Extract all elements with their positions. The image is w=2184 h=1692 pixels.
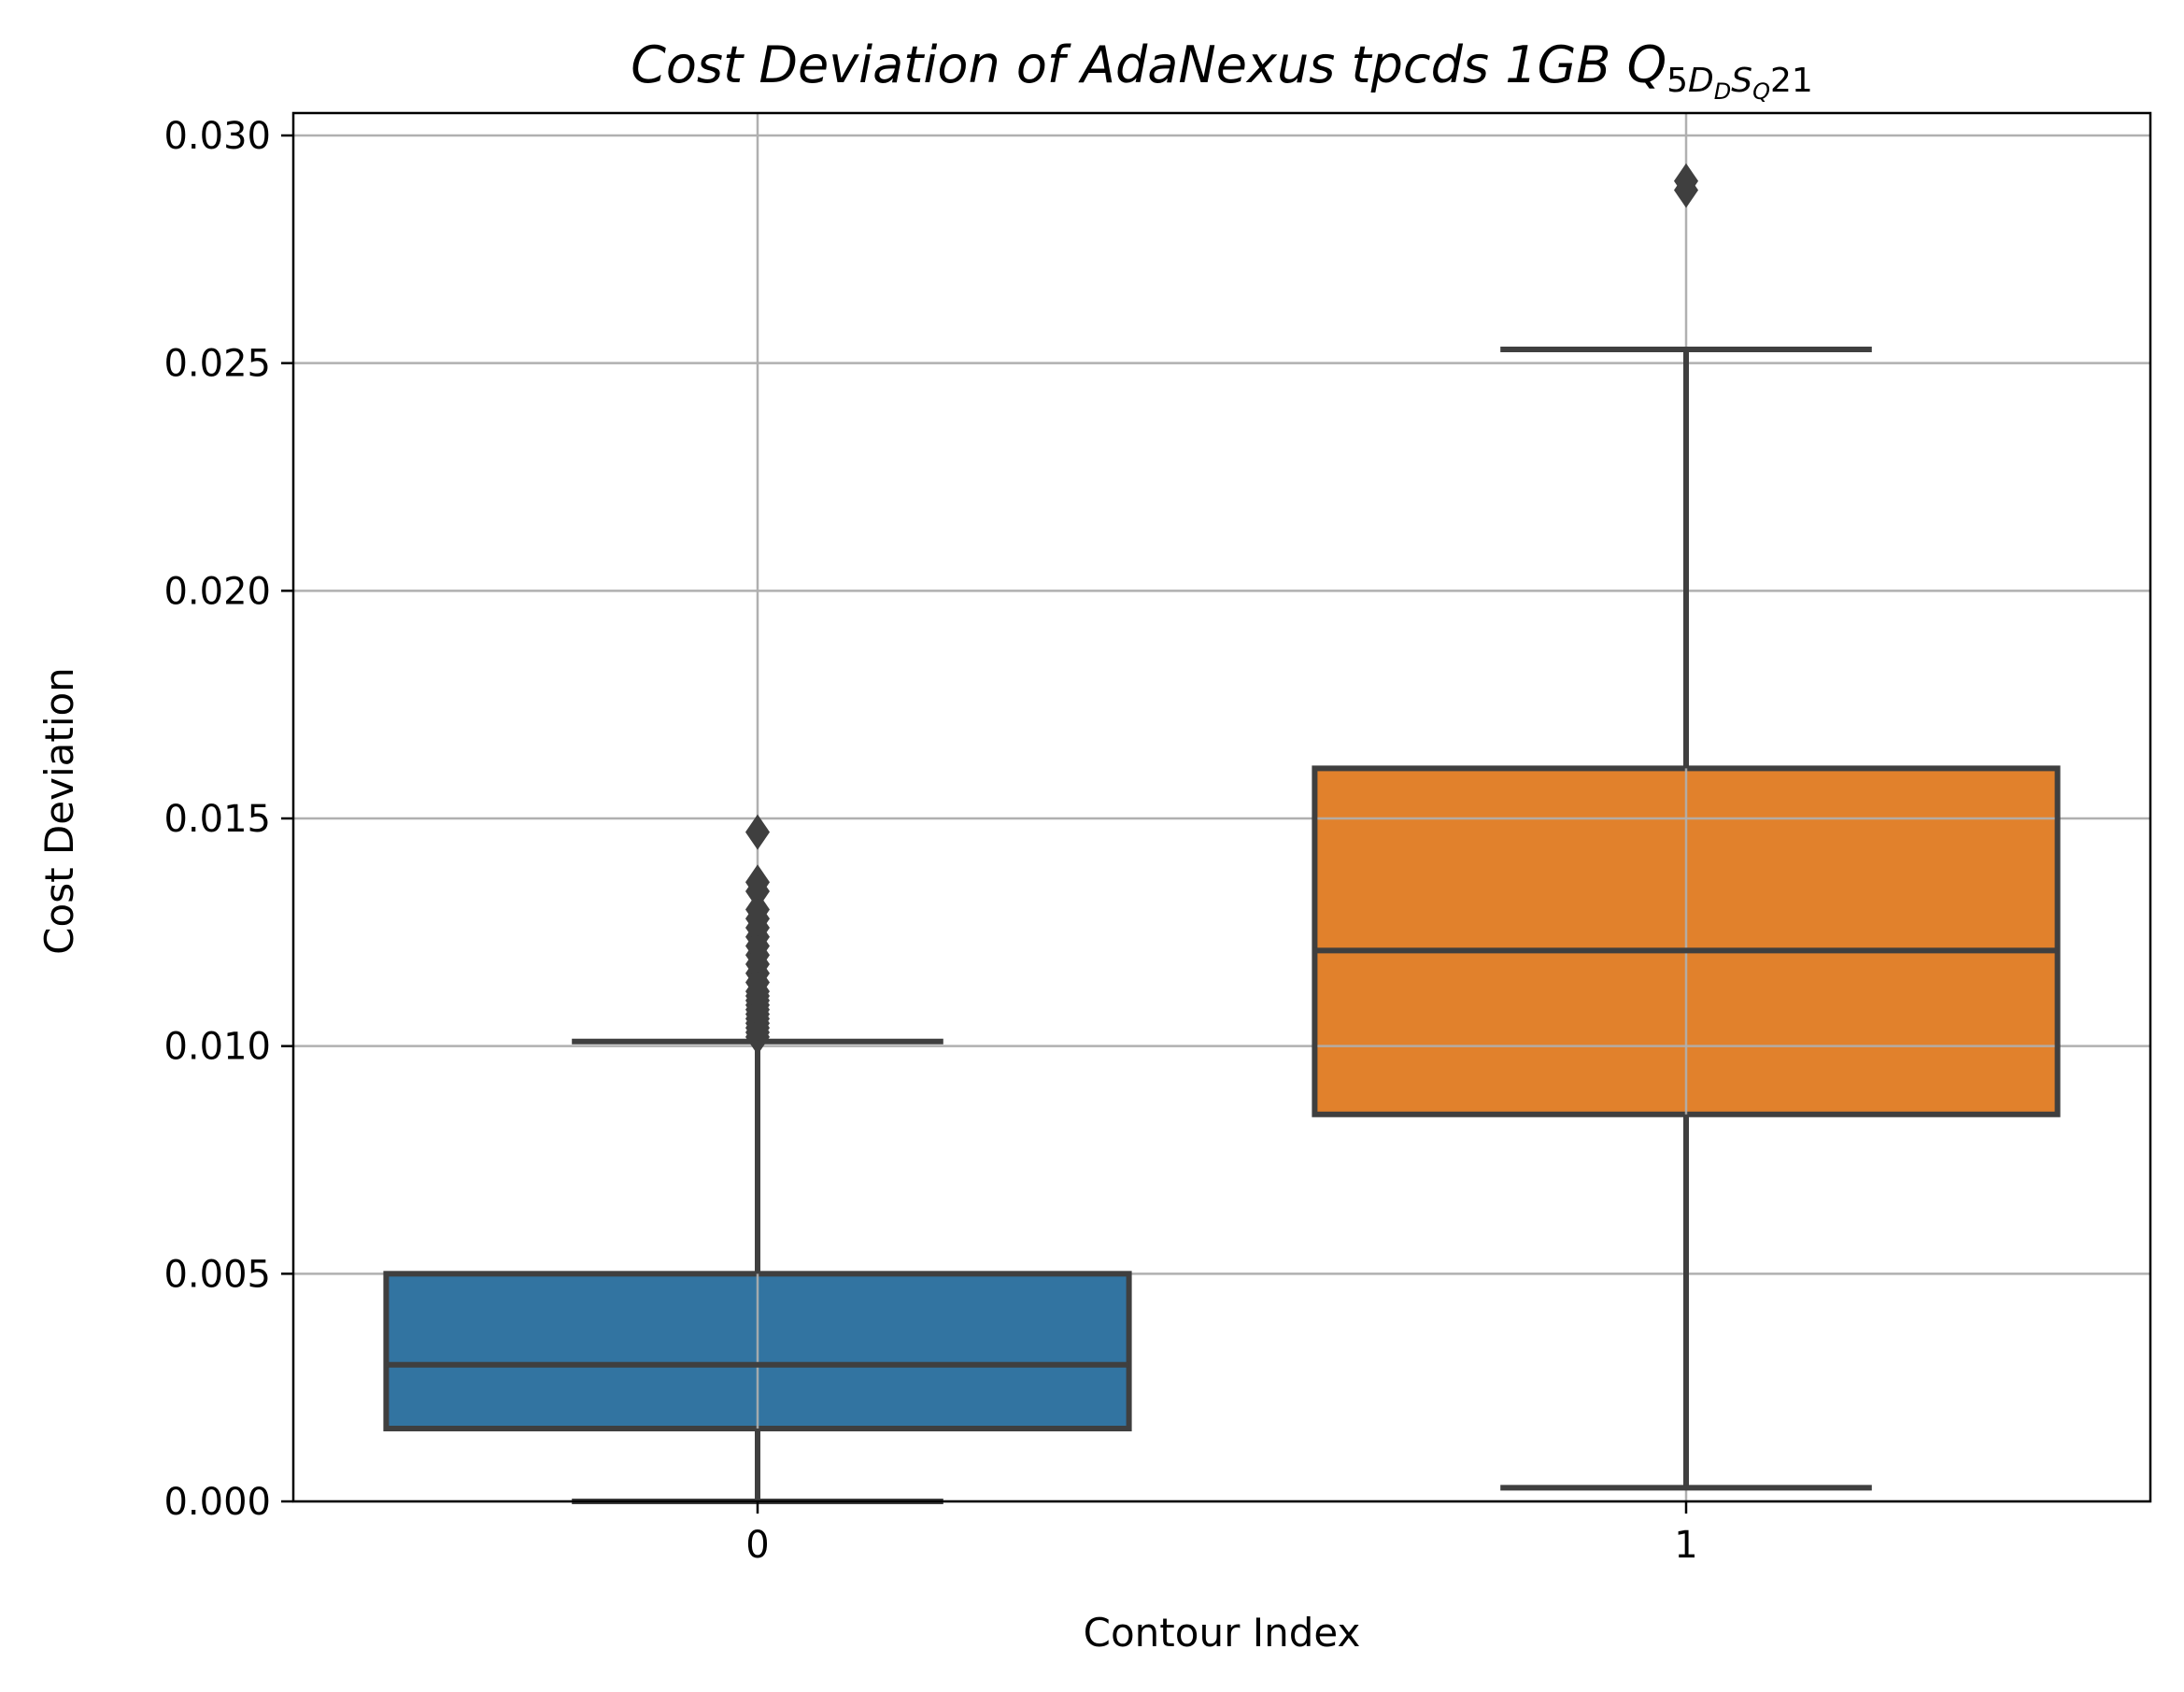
outlier-point	[745, 814, 770, 850]
outlier-point	[1674, 163, 1698, 199]
y-tick-label: 0.020	[163, 570, 271, 613]
x-tick-label: 0	[745, 1524, 769, 1567]
y-tick-label: 0.030	[163, 115, 271, 158]
y-tick-label: 0.025	[163, 343, 271, 386]
axes-layer: 0.000 0.005 0.010 0.015 0.020 0.025 0.030 0 1	[163, 111, 2152, 1567]
y-tick-label: 0.015	[163, 798, 271, 841]
chart-title-sub-prefix: 5	[1666, 62, 1688, 100]
chart-title: Cost Deviation of AdaNexus tpcds 1GB Q5D…	[631, 36, 1813, 105]
chart-title-sub-d-sub: D	[1714, 78, 1731, 105]
chart-title-main: Cost Deviation of AdaNexus tpcds 1GB	[631, 36, 1626, 94]
chart-title-sub-suffix: 21	[1770, 62, 1813, 100]
chart-title-sub-s: S	[1731, 62, 1752, 100]
chart-title-sub-d: D	[1688, 62, 1714, 100]
chart-title-q: Q	[1627, 36, 1667, 94]
x-axis-label: Contour Index	[1084, 1610, 1361, 1656]
y-axis-label: Cost Deviation	[36, 667, 82, 955]
y-tick-label: 0.005	[163, 1253, 271, 1296]
chart-title-sub-s-sub: Q	[1752, 78, 1770, 105]
outlier-point	[745, 864, 770, 901]
y-tick-label: 0.010	[163, 1026, 271, 1069]
x-tick-label: 1	[1674, 1524, 1697, 1567]
outlier-point	[745, 891, 770, 928]
plot-frame	[291, 111, 2152, 1503]
y-tick-label: 0.000	[163, 1481, 271, 1524]
